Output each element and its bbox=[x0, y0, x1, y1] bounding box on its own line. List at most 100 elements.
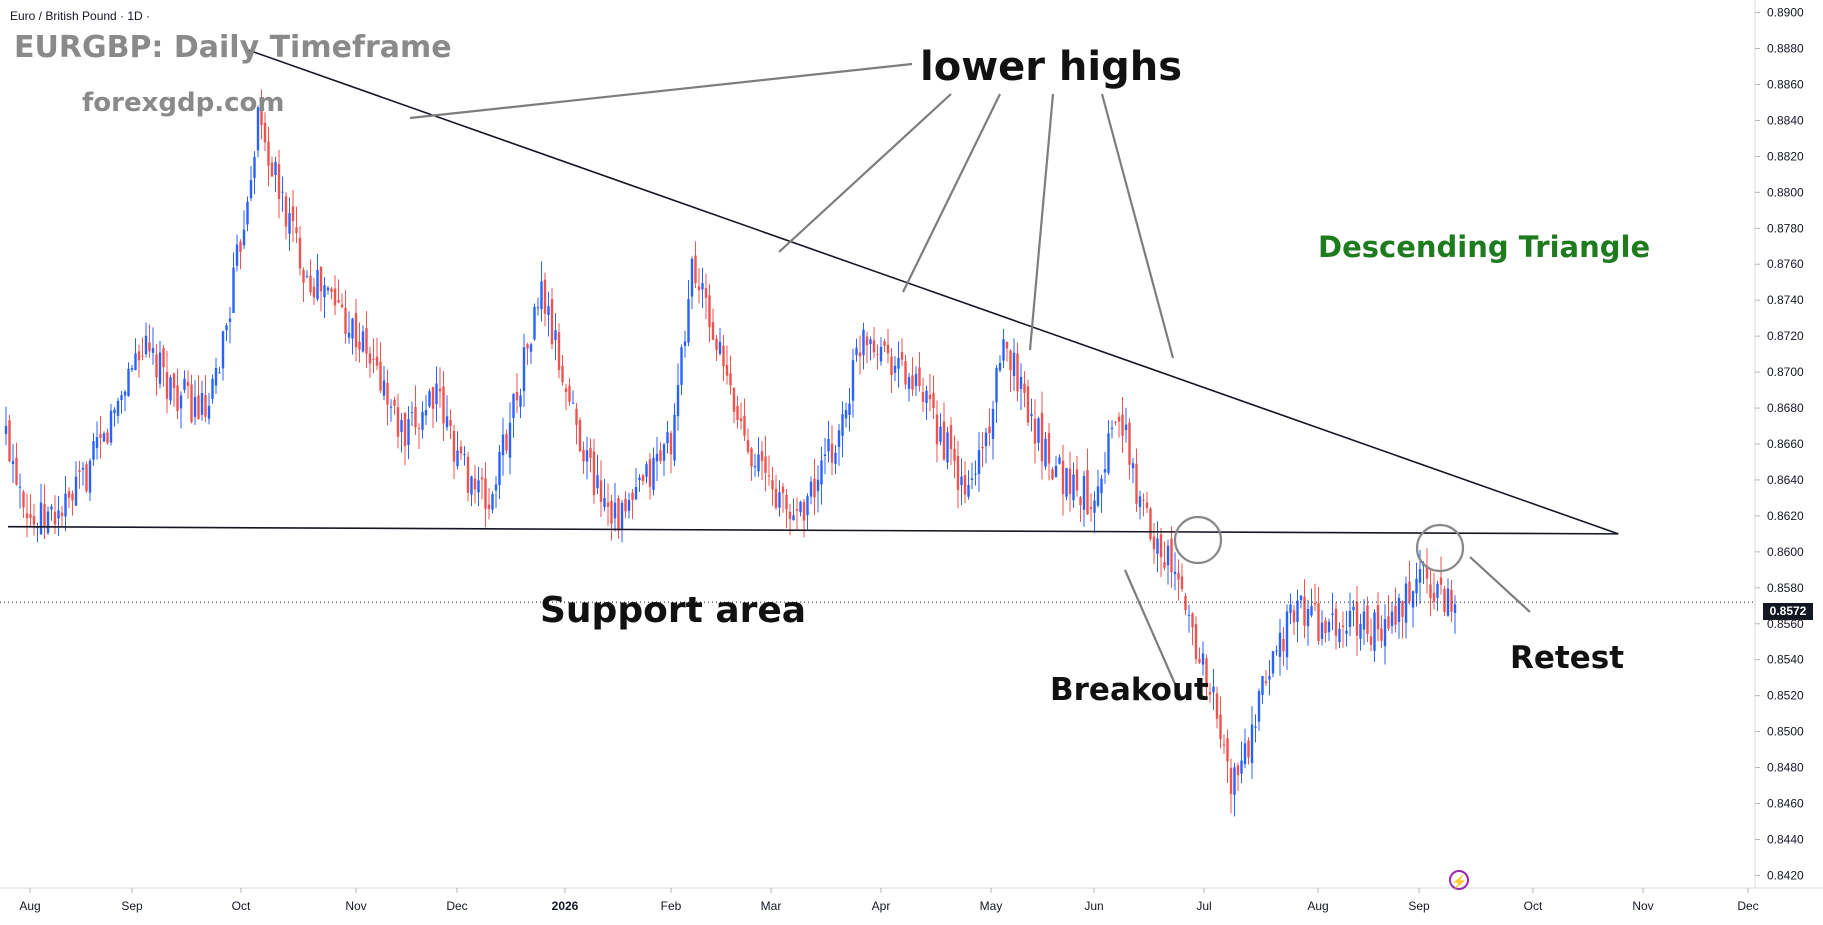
candle-body bbox=[1408, 581, 1411, 602]
candle-body bbox=[1002, 339, 1005, 361]
price-tick-label: 0.8620 bbox=[1767, 509, 1804, 523]
candle-body bbox=[1261, 676, 1264, 695]
candle-body bbox=[1348, 610, 1352, 628]
candle-body bbox=[29, 514, 32, 518]
time-tick-label: Sep bbox=[121, 899, 143, 913]
candle-body bbox=[99, 434, 102, 438]
candle-body bbox=[400, 420, 403, 432]
candle-body bbox=[431, 386, 435, 409]
candle-body bbox=[491, 493, 494, 510]
candle-body bbox=[841, 414, 844, 436]
candle-body bbox=[445, 416, 449, 428]
candle-body bbox=[1425, 565, 1429, 579]
candle-body bbox=[113, 409, 116, 414]
candle-body bbox=[200, 393, 204, 415]
price-tick-label: 0.8780 bbox=[1767, 221, 1804, 235]
candle-body bbox=[1432, 592, 1436, 602]
candle-body bbox=[414, 406, 417, 428]
candle-body bbox=[466, 456, 470, 493]
candle-body bbox=[1093, 500, 1096, 513]
candle-body bbox=[893, 365, 897, 373]
candle-body bbox=[925, 390, 928, 403]
candle-body bbox=[858, 352, 862, 357]
lightning-bolt-icon[interactable]: ⚡ bbox=[1449, 870, 1469, 890]
candle-body bbox=[452, 430, 456, 462]
candle-body bbox=[785, 495, 788, 510]
candle-body bbox=[921, 392, 925, 402]
candle-body bbox=[1142, 499, 1145, 501]
candle-body bbox=[393, 399, 396, 406]
candle-body bbox=[1107, 433, 1110, 473]
candle-body bbox=[1450, 589, 1453, 612]
price-tick-label: 0.8740 bbox=[1767, 293, 1804, 307]
price-tick-label: 0.8720 bbox=[1767, 329, 1804, 343]
candle-body bbox=[715, 338, 718, 351]
candle-body bbox=[4, 425, 8, 434]
candle-body bbox=[515, 391, 519, 401]
candle-body bbox=[291, 206, 295, 222]
candle-body bbox=[43, 504, 46, 526]
candle-body bbox=[1247, 740, 1250, 758]
candle-body bbox=[1299, 595, 1303, 601]
candle-body bbox=[1429, 584, 1432, 599]
candle-body bbox=[396, 407, 400, 437]
time-tick-label: Jul bbox=[1196, 899, 1211, 913]
candle-body bbox=[71, 493, 74, 501]
candle-body bbox=[1373, 612, 1376, 651]
candle-body bbox=[942, 421, 946, 460]
candle-body bbox=[897, 357, 900, 369]
candle-body bbox=[249, 180, 253, 199]
candle-body bbox=[365, 327, 368, 354]
candle-body bbox=[561, 365, 564, 383]
price-tick-label: 0.8840 bbox=[1767, 113, 1804, 127]
candle-body bbox=[50, 506, 53, 510]
candle-body bbox=[155, 354, 158, 378]
candle-body bbox=[36, 527, 39, 529]
candle-body bbox=[1051, 469, 1054, 480]
candle-body bbox=[340, 304, 344, 307]
candle-body bbox=[186, 381, 190, 386]
candle-body bbox=[809, 481, 813, 497]
candle-body bbox=[928, 394, 932, 400]
candle-body bbox=[519, 395, 522, 407]
candle-body bbox=[1208, 691, 1212, 695]
candle-body bbox=[851, 360, 855, 401]
candle-body bbox=[879, 346, 883, 362]
candle-body bbox=[15, 457, 18, 485]
candle-body bbox=[1117, 416, 1121, 422]
candle-body bbox=[1306, 608, 1310, 627]
candle-body bbox=[1096, 486, 1100, 506]
candle-body bbox=[1198, 658, 1201, 663]
candle-body bbox=[1243, 743, 1247, 765]
candle-body bbox=[1411, 591, 1415, 608]
candle-body bbox=[1082, 475, 1086, 510]
candle-body bbox=[169, 377, 172, 401]
candle-body bbox=[298, 237, 302, 269]
candle-body bbox=[1219, 714, 1222, 740]
candle-body bbox=[690, 258, 694, 297]
candle-body bbox=[956, 456, 960, 490]
candle-body bbox=[267, 141, 270, 166]
candle-body bbox=[435, 383, 438, 405]
price-tick-label: 0.8560 bbox=[1767, 617, 1804, 631]
candle-body bbox=[1058, 457, 1061, 464]
candle-body bbox=[1149, 508, 1152, 540]
candle-body bbox=[1135, 463, 1138, 504]
candle-body bbox=[547, 306, 550, 316]
candle-body bbox=[641, 475, 645, 482]
last-price-tag: 0.8572 bbox=[1763, 603, 1813, 620]
candle-body bbox=[638, 477, 641, 481]
candle-body bbox=[592, 451, 596, 495]
candle-body bbox=[410, 412, 414, 414]
candle-body bbox=[676, 385, 680, 417]
candle-body bbox=[288, 213, 291, 234]
candle-body bbox=[599, 480, 603, 502]
candle-body bbox=[578, 420, 582, 452]
candle-body bbox=[613, 502, 617, 519]
time-tick-label: Nov bbox=[345, 899, 366, 913]
symbol-header[interactable]: Euro / British Pound · 1D · bbox=[10, 9, 151, 23]
candle-body bbox=[998, 363, 1002, 371]
candle-body bbox=[197, 395, 200, 420]
